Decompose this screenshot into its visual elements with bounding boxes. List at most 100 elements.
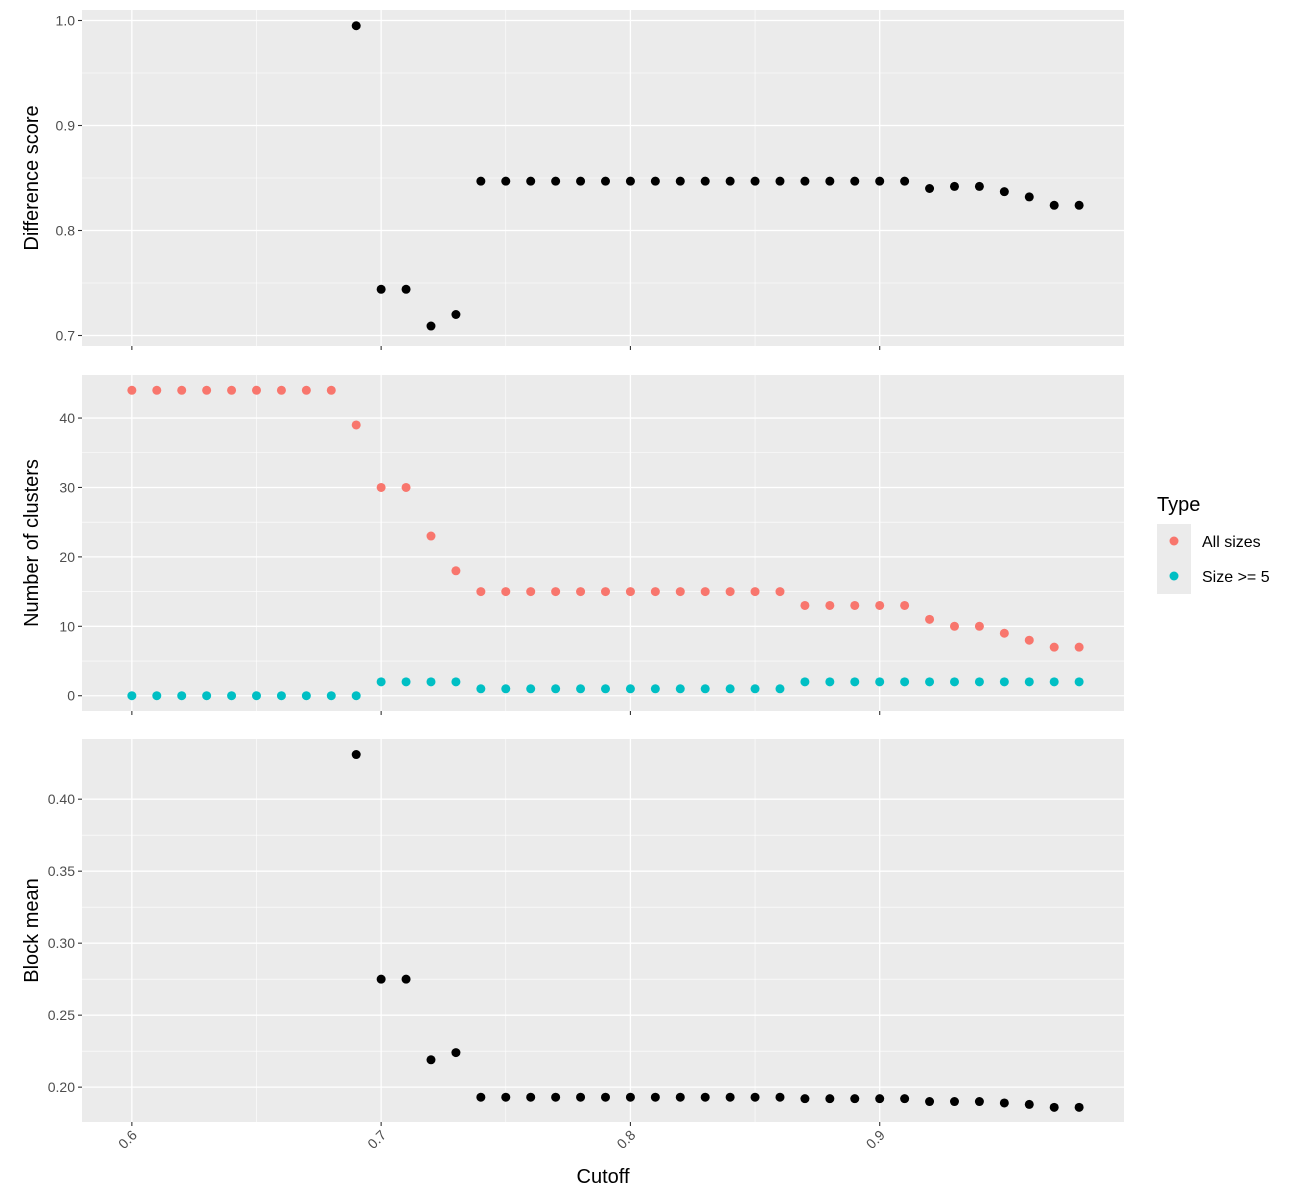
data-point: [999, 1098, 1009, 1108]
data-point: [725, 1092, 735, 1102]
data-point: [551, 176, 561, 186]
data-point: [675, 176, 685, 186]
legend-label-all-sizes: All sizes: [1202, 534, 1261, 551]
legend-title: Type: [1157, 494, 1200, 516]
data-point: [576, 587, 586, 597]
data-point: [925, 677, 935, 687]
data-point: [675, 1092, 685, 1102]
data-point: [700, 587, 710, 597]
data-point: [451, 310, 461, 319]
y-tick-label: 0.8: [56, 223, 76, 239]
data-point: [900, 677, 910, 687]
data-point: [426, 677, 436, 687]
legend-key-all-sizes: [1169, 536, 1179, 546]
data-point: [1049, 677, 1059, 687]
legend-key-size-5: [1169, 571, 1179, 581]
y-axis-title-block-mean: Block mean: [21, 878, 43, 983]
panels-layer: 0.7 0.8 0.9 1.0 Difference score 0 10 20 30 40 Num…: [21, 10, 1124, 1152]
data-point: [800, 600, 810, 610]
data-point: [276, 691, 286, 701]
data-point: [227, 385, 237, 395]
legend: Type All sizes Size >= 5: [1157, 494, 1270, 594]
y-tick-label: 0.20: [48, 1079, 75, 1095]
y-tick-label: 0.30: [48, 935, 75, 951]
data-point: [451, 566, 461, 576]
data-point: [476, 1092, 486, 1102]
data-point: [1049, 200, 1059, 210]
y-tick-label: 0.7: [56, 328, 76, 344]
data-point: [625, 587, 635, 597]
data-point: [551, 1092, 561, 1102]
data-point: [925, 614, 935, 624]
data-point: [725, 684, 735, 694]
data-point: [600, 587, 610, 597]
data-point: [376, 677, 386, 687]
data-point: [625, 176, 635, 186]
x-axis-title: Cutoff: [577, 1166, 630, 1188]
data-point: [825, 677, 835, 687]
y-axis-title-number-of-clusters: Number of clusters: [21, 459, 43, 627]
data-point: [152, 691, 162, 701]
data-point: [426, 531, 436, 541]
data-point: [501, 176, 511, 186]
data-point: [875, 677, 885, 687]
data-point: [900, 600, 910, 610]
data-point: [725, 176, 735, 186]
data-point: [301, 691, 311, 701]
data-point: [800, 176, 810, 186]
legend-key-background: [1157, 524, 1191, 594]
data-point: [526, 176, 536, 186]
x-tick-label: 0.8: [613, 1127, 638, 1152]
data-point: [650, 1092, 660, 1102]
data-point: [825, 176, 835, 186]
data-point: [376, 482, 386, 492]
y-axis-title-difference-score: Difference score: [21, 105, 43, 250]
data-point: [501, 587, 511, 597]
data-point: [127, 691, 137, 701]
data-point: [526, 587, 536, 597]
data-point: [974, 181, 984, 191]
data-point: [376, 284, 386, 294]
y-tick-label: 10: [59, 618, 75, 634]
data-point: [1049, 1102, 1059, 1112]
y-tick-label: 0.40: [48, 791, 75, 807]
data-point: [426, 321, 436, 331]
data-point: [625, 1092, 635, 1102]
data-point: [501, 684, 511, 694]
data-point: [1049, 642, 1059, 652]
data-point: [775, 1092, 785, 1102]
panel-background-block-mean: [82, 739, 1124, 1122]
data-point: [675, 684, 685, 694]
data-point: [800, 1094, 810, 1104]
data-point: [700, 684, 710, 694]
y-tick-label: 20: [59, 549, 75, 565]
data-point: [127, 385, 137, 395]
data-point: [326, 691, 336, 701]
data-point: [750, 587, 760, 597]
data-point: [850, 600, 860, 610]
data-point: [974, 621, 984, 631]
data-point: [526, 684, 536, 694]
data-point: [875, 1094, 885, 1104]
data-point: [850, 176, 860, 186]
data-point: [974, 1097, 984, 1107]
data-point: [551, 684, 561, 694]
data-point: [900, 176, 910, 186]
data-point: [625, 684, 635, 694]
data-point: [775, 684, 785, 694]
y-tick-label: 1.0: [56, 13, 76, 29]
data-point: [999, 677, 1009, 687]
data-point: [850, 1094, 860, 1104]
data-point: [949, 677, 959, 687]
data-point: [576, 1092, 586, 1102]
data-point: [825, 600, 835, 610]
data-point: [351, 21, 361, 31]
data-point: [576, 684, 586, 694]
data-point: [850, 677, 860, 687]
data-point: [476, 587, 486, 597]
data-point: [401, 482, 411, 492]
data-point: [251, 691, 261, 701]
data-point: [1024, 635, 1034, 645]
data-point: [476, 176, 486, 186]
